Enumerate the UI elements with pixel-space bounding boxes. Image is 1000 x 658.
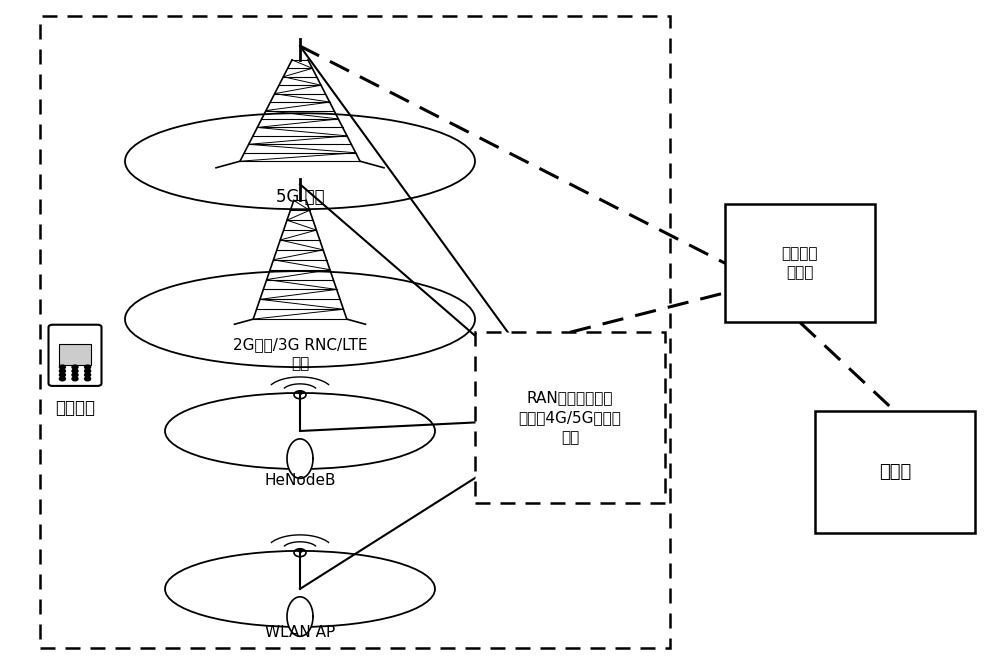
Bar (59, 344, 91, 365)
Text: WLAN AP: WLAN AP (265, 626, 335, 640)
Bar (40, 16, 670, 648)
Circle shape (59, 377, 65, 381)
Polygon shape (287, 439, 313, 478)
Text: 5G 基站: 5G 基站 (276, 188, 324, 207)
Text: RAN集中控制实体
（可与4G/5G基站合
设）: RAN集中控制实体 （可与4G/5G基站合 设） (519, 391, 621, 445)
Circle shape (85, 369, 91, 373)
Bar (725, 204, 875, 322)
Text: 用户终端: 用户终端 (55, 399, 95, 417)
Circle shape (72, 365, 78, 369)
Bar (815, 411, 975, 533)
Circle shape (85, 365, 91, 369)
FancyBboxPatch shape (48, 324, 102, 386)
Text: 多通道传
输控制: 多通道传 输控制 (782, 246, 818, 280)
Circle shape (72, 373, 78, 377)
Text: 2G基站/3G RNC/LTE
基站: 2G基站/3G RNC/LTE 基站 (233, 337, 367, 371)
Circle shape (85, 377, 91, 381)
Circle shape (72, 369, 78, 373)
Circle shape (85, 373, 91, 377)
Bar (475, 332, 665, 503)
Circle shape (59, 373, 65, 377)
Circle shape (59, 369, 65, 373)
Polygon shape (287, 597, 313, 636)
Circle shape (59, 365, 65, 369)
Circle shape (72, 377, 78, 381)
Text: 核心网: 核心网 (879, 463, 911, 481)
Text: HeNodeB: HeNodeB (264, 473, 336, 488)
